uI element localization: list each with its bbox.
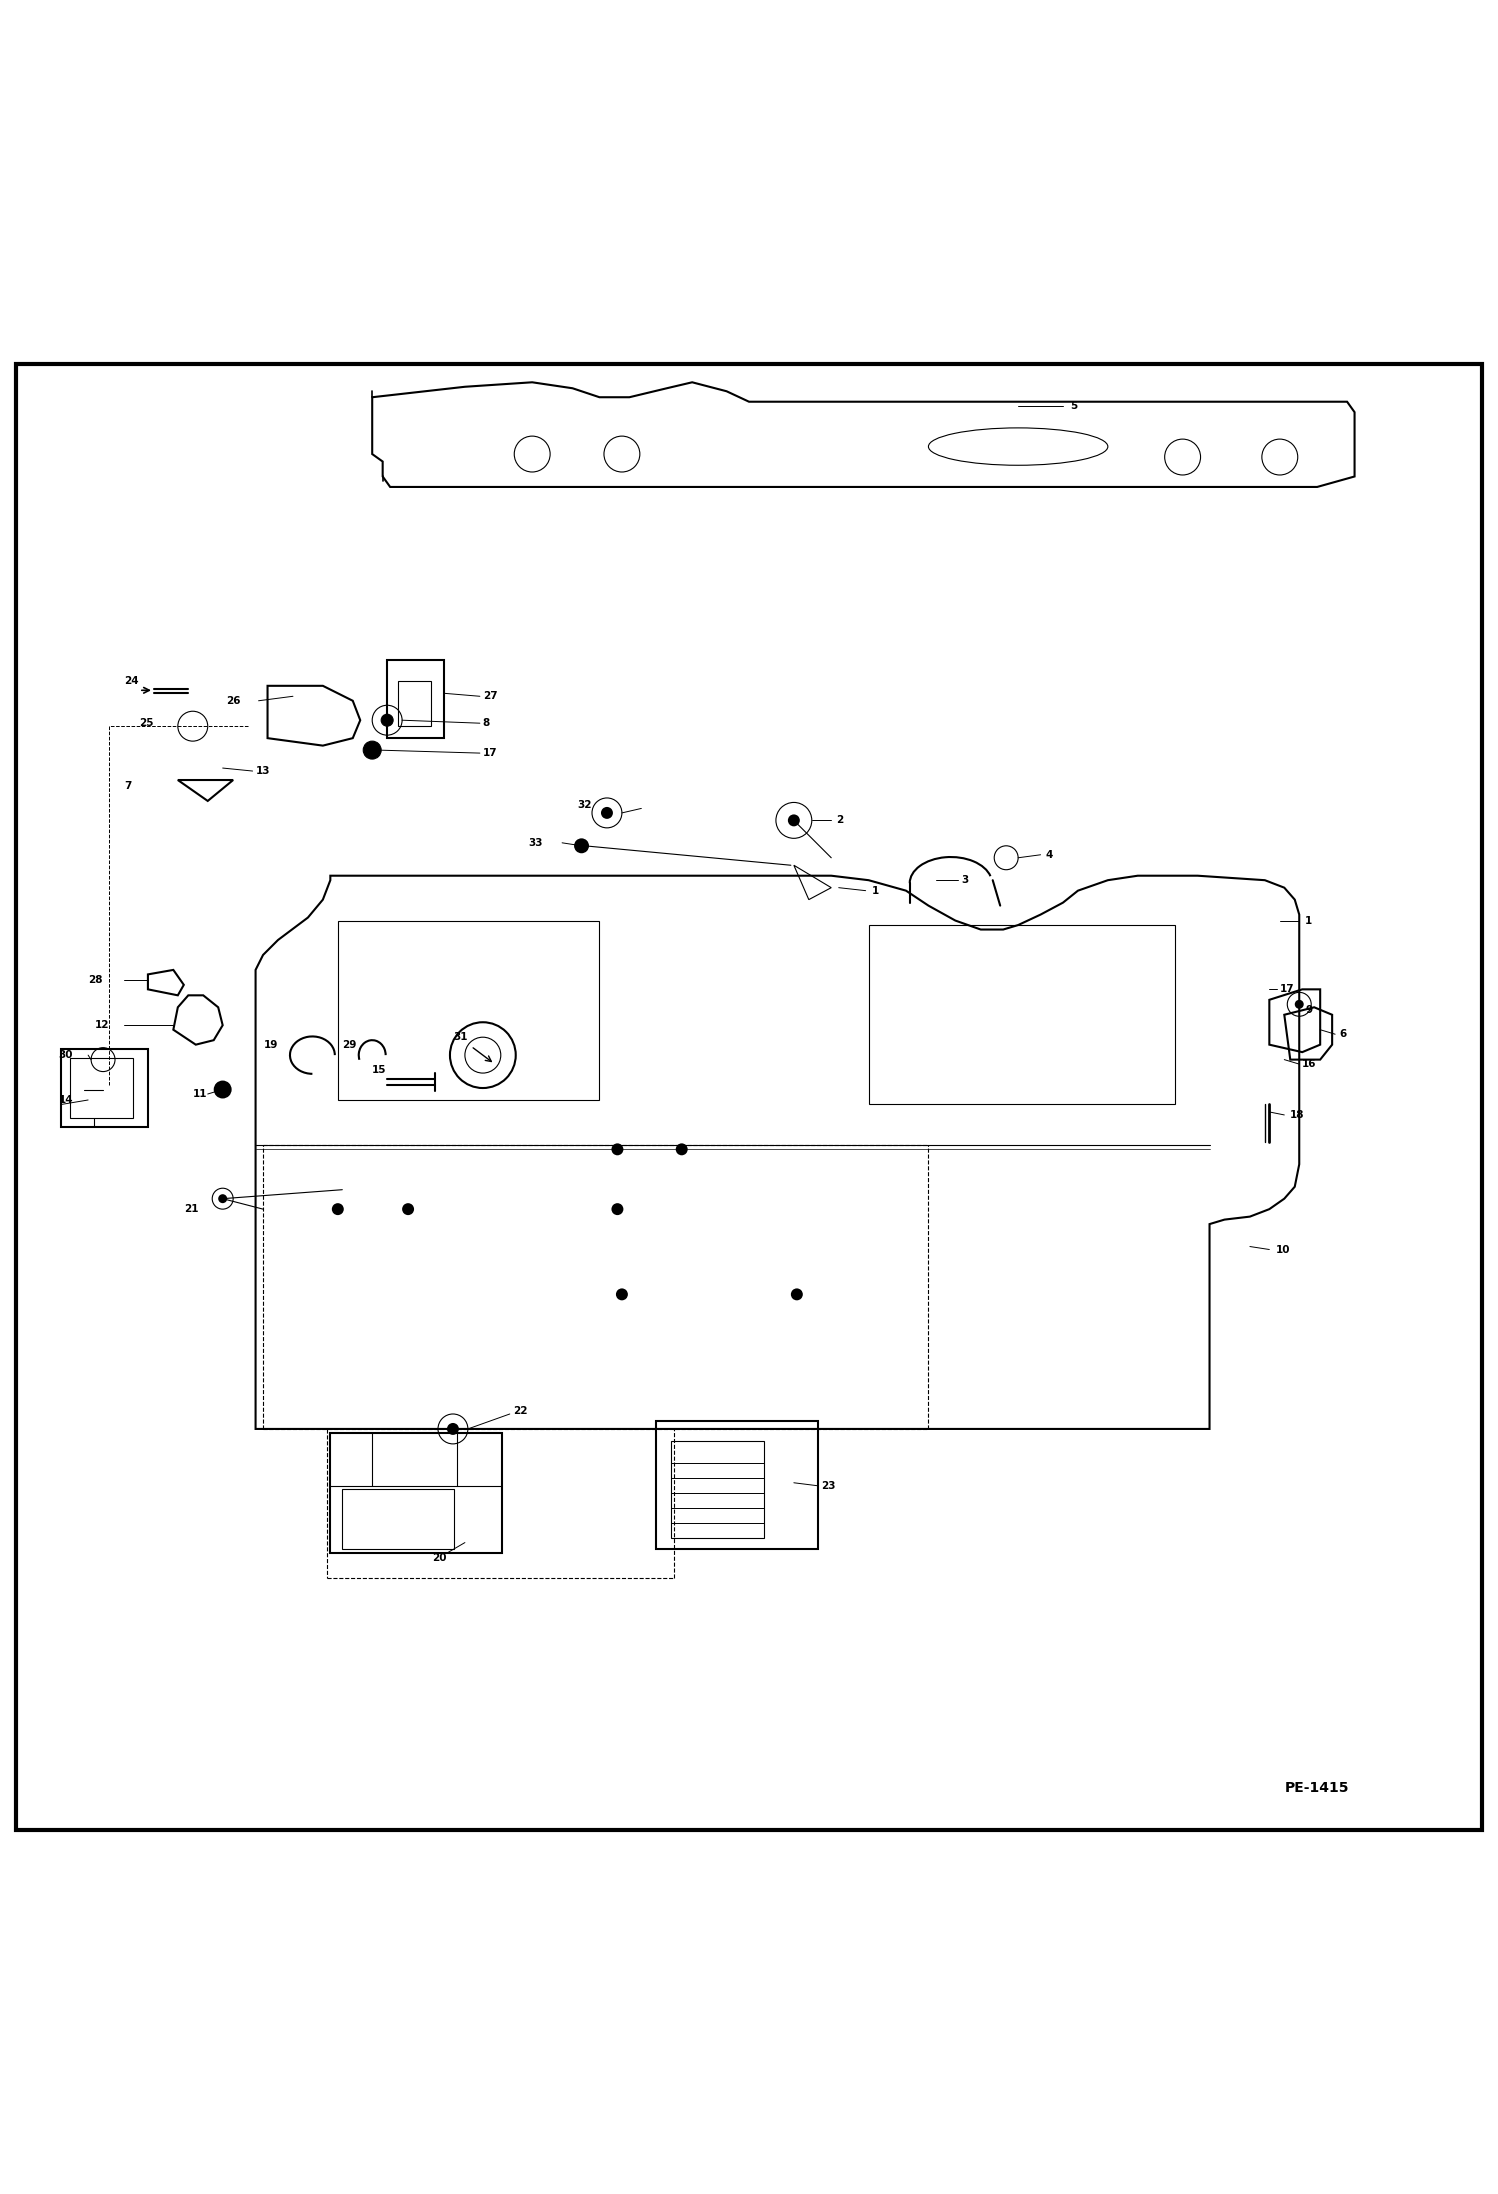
Text: 16: 16 bbox=[1302, 1060, 1317, 1068]
Text: 29: 29 bbox=[343, 1040, 357, 1049]
Bar bbox=[339, 921, 599, 1099]
Circle shape bbox=[401, 1202, 413, 1215]
Text: 13: 13 bbox=[256, 766, 270, 777]
Circle shape bbox=[380, 715, 392, 726]
Circle shape bbox=[611, 1143, 623, 1156]
Circle shape bbox=[616, 1288, 628, 1301]
Circle shape bbox=[788, 814, 800, 827]
Text: 17: 17 bbox=[482, 748, 497, 759]
Text: 17: 17 bbox=[1279, 985, 1294, 994]
Text: 19: 19 bbox=[264, 1040, 279, 1049]
Text: 28: 28 bbox=[88, 976, 103, 985]
Circle shape bbox=[574, 838, 589, 853]
Text: 7: 7 bbox=[124, 781, 132, 792]
Text: 31: 31 bbox=[452, 1031, 467, 1042]
Text: 5: 5 bbox=[1071, 402, 1077, 410]
Bar bbox=[386, 660, 443, 737]
Bar bbox=[671, 1441, 764, 1538]
Bar bbox=[869, 926, 1174, 1104]
Bar bbox=[61, 1049, 148, 1128]
Text: 10: 10 bbox=[1275, 1244, 1290, 1255]
Text: 4: 4 bbox=[1046, 849, 1053, 860]
Text: 32: 32 bbox=[578, 801, 592, 810]
Circle shape bbox=[601, 807, 613, 818]
Text: 26: 26 bbox=[226, 695, 241, 706]
Bar bbox=[343, 1490, 454, 1549]
Circle shape bbox=[611, 1202, 623, 1215]
Bar bbox=[331, 1433, 502, 1553]
Bar bbox=[70, 1058, 133, 1119]
Circle shape bbox=[219, 1194, 228, 1202]
Text: 22: 22 bbox=[512, 1406, 527, 1415]
Text: PE-1415: PE-1415 bbox=[1285, 1782, 1350, 1795]
Text: 23: 23 bbox=[821, 1481, 836, 1490]
Bar bbox=[656, 1422, 818, 1549]
Text: 14: 14 bbox=[58, 1095, 73, 1106]
Circle shape bbox=[1294, 1000, 1303, 1009]
Text: 12: 12 bbox=[94, 1020, 109, 1031]
Circle shape bbox=[214, 1082, 232, 1099]
Text: 24: 24 bbox=[124, 676, 139, 687]
Text: 2: 2 bbox=[836, 816, 843, 825]
Circle shape bbox=[791, 1288, 803, 1301]
Text: 1: 1 bbox=[1305, 915, 1312, 926]
Circle shape bbox=[363, 742, 380, 759]
Circle shape bbox=[333, 1202, 345, 1215]
Text: 25: 25 bbox=[139, 717, 153, 728]
Text: 30: 30 bbox=[58, 1051, 73, 1060]
Text: 11: 11 bbox=[193, 1088, 207, 1099]
Text: 9: 9 bbox=[1305, 1005, 1312, 1016]
Circle shape bbox=[446, 1424, 458, 1435]
Text: 18: 18 bbox=[1290, 1110, 1305, 1119]
Text: 8: 8 bbox=[482, 717, 490, 728]
Text: 33: 33 bbox=[529, 838, 542, 847]
Circle shape bbox=[676, 1143, 688, 1156]
Text: 20: 20 bbox=[433, 1553, 446, 1562]
Text: 15: 15 bbox=[372, 1064, 386, 1075]
Text: 3: 3 bbox=[962, 875, 969, 884]
Text: 27: 27 bbox=[482, 691, 497, 702]
Text: 1: 1 bbox=[872, 886, 879, 895]
Bar bbox=[397, 682, 430, 726]
Text: 6: 6 bbox=[1339, 1029, 1347, 1040]
Text: 21: 21 bbox=[184, 1205, 199, 1213]
